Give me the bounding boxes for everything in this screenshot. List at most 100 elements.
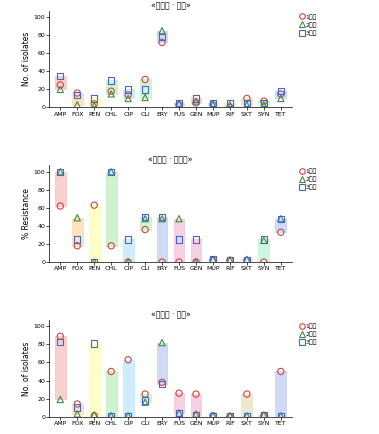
Legend: 1년샰, 2년샰, 3년샰: 1년샰, 2년샰, 3년샰 — [300, 168, 317, 191]
Bar — [89, 205, 100, 262]
Point — [142, 214, 148, 220]
Point — [210, 256, 216, 263]
Bar — [123, 360, 133, 416]
Bar — [157, 31, 168, 43]
Bar — [174, 103, 185, 105]
Point — [125, 259, 131, 266]
Point — [261, 98, 267, 105]
Point — [193, 411, 199, 418]
Point — [176, 99, 182, 106]
Point — [125, 86, 131, 93]
Bar — [89, 343, 100, 416]
Point — [91, 259, 97, 266]
Point — [57, 396, 63, 403]
Point — [125, 95, 131, 102]
Bar — [191, 99, 201, 103]
Point — [210, 257, 216, 264]
Point — [125, 259, 131, 266]
Point — [210, 412, 216, 419]
Point — [91, 102, 97, 109]
Point — [210, 256, 216, 263]
Point — [159, 33, 165, 40]
Point — [125, 91, 131, 98]
Point — [108, 88, 114, 95]
Point — [193, 99, 199, 106]
Bar — [55, 76, 66, 89]
Bar — [224, 416, 235, 417]
Point — [108, 168, 114, 175]
Bar — [191, 394, 201, 415]
Point — [91, 202, 97, 209]
Point — [142, 397, 148, 404]
Bar — [157, 217, 168, 262]
Point — [261, 236, 267, 243]
Bar — [191, 240, 201, 262]
Point — [91, 412, 97, 419]
Bar — [174, 219, 185, 262]
Bar — [106, 172, 117, 246]
Point — [91, 340, 97, 347]
Bar — [258, 415, 269, 416]
Bar — [140, 217, 150, 230]
Point — [278, 368, 284, 375]
Bar — [55, 172, 66, 206]
Point — [159, 379, 165, 386]
Point — [227, 257, 233, 264]
Point — [176, 390, 182, 397]
Point — [227, 99, 233, 106]
Point — [74, 101, 80, 108]
Point — [57, 82, 63, 89]
Bar — [276, 91, 286, 99]
Point — [227, 257, 233, 264]
Point — [244, 257, 250, 264]
Point — [57, 72, 63, 79]
Point — [125, 236, 131, 243]
Point — [193, 98, 199, 105]
Point — [210, 101, 216, 108]
Point — [57, 338, 63, 345]
Point — [74, 404, 80, 411]
Point — [261, 259, 267, 266]
Bar — [276, 372, 286, 416]
Point — [159, 259, 165, 266]
Point — [74, 236, 80, 243]
Point — [278, 215, 284, 222]
Point — [193, 236, 199, 243]
Point — [91, 411, 97, 418]
Point — [261, 412, 267, 419]
Point — [210, 99, 216, 106]
Point — [278, 95, 284, 102]
Point — [142, 86, 148, 93]
Title: «도축장 · 환경»: «도축장 · 환경» — [151, 310, 190, 319]
Point — [278, 412, 284, 419]
Bar — [241, 99, 252, 105]
Point — [142, 399, 148, 406]
Point — [227, 412, 233, 419]
Point — [176, 101, 182, 108]
Bar — [157, 342, 168, 384]
Point — [57, 168, 63, 175]
Bar — [123, 89, 133, 99]
Point — [278, 229, 284, 236]
Title: «도축장 · 도쟨»: «도축장 · 도쟨» — [151, 1, 190, 10]
Point — [108, 412, 114, 419]
Point — [74, 401, 80, 408]
Point — [91, 259, 97, 266]
Point — [244, 257, 250, 264]
Point — [142, 94, 148, 101]
Bar — [106, 80, 117, 94]
Point — [108, 242, 114, 249]
Bar — [123, 240, 133, 262]
Point — [74, 89, 80, 96]
Point — [142, 76, 148, 83]
Point — [125, 412, 131, 419]
Point — [210, 412, 216, 419]
Bar — [241, 394, 252, 416]
Point — [108, 77, 114, 84]
Point — [227, 412, 233, 419]
Point — [91, 95, 97, 102]
Bar — [258, 101, 269, 105]
Point — [159, 381, 165, 388]
Point — [278, 88, 284, 95]
Point — [261, 237, 267, 244]
